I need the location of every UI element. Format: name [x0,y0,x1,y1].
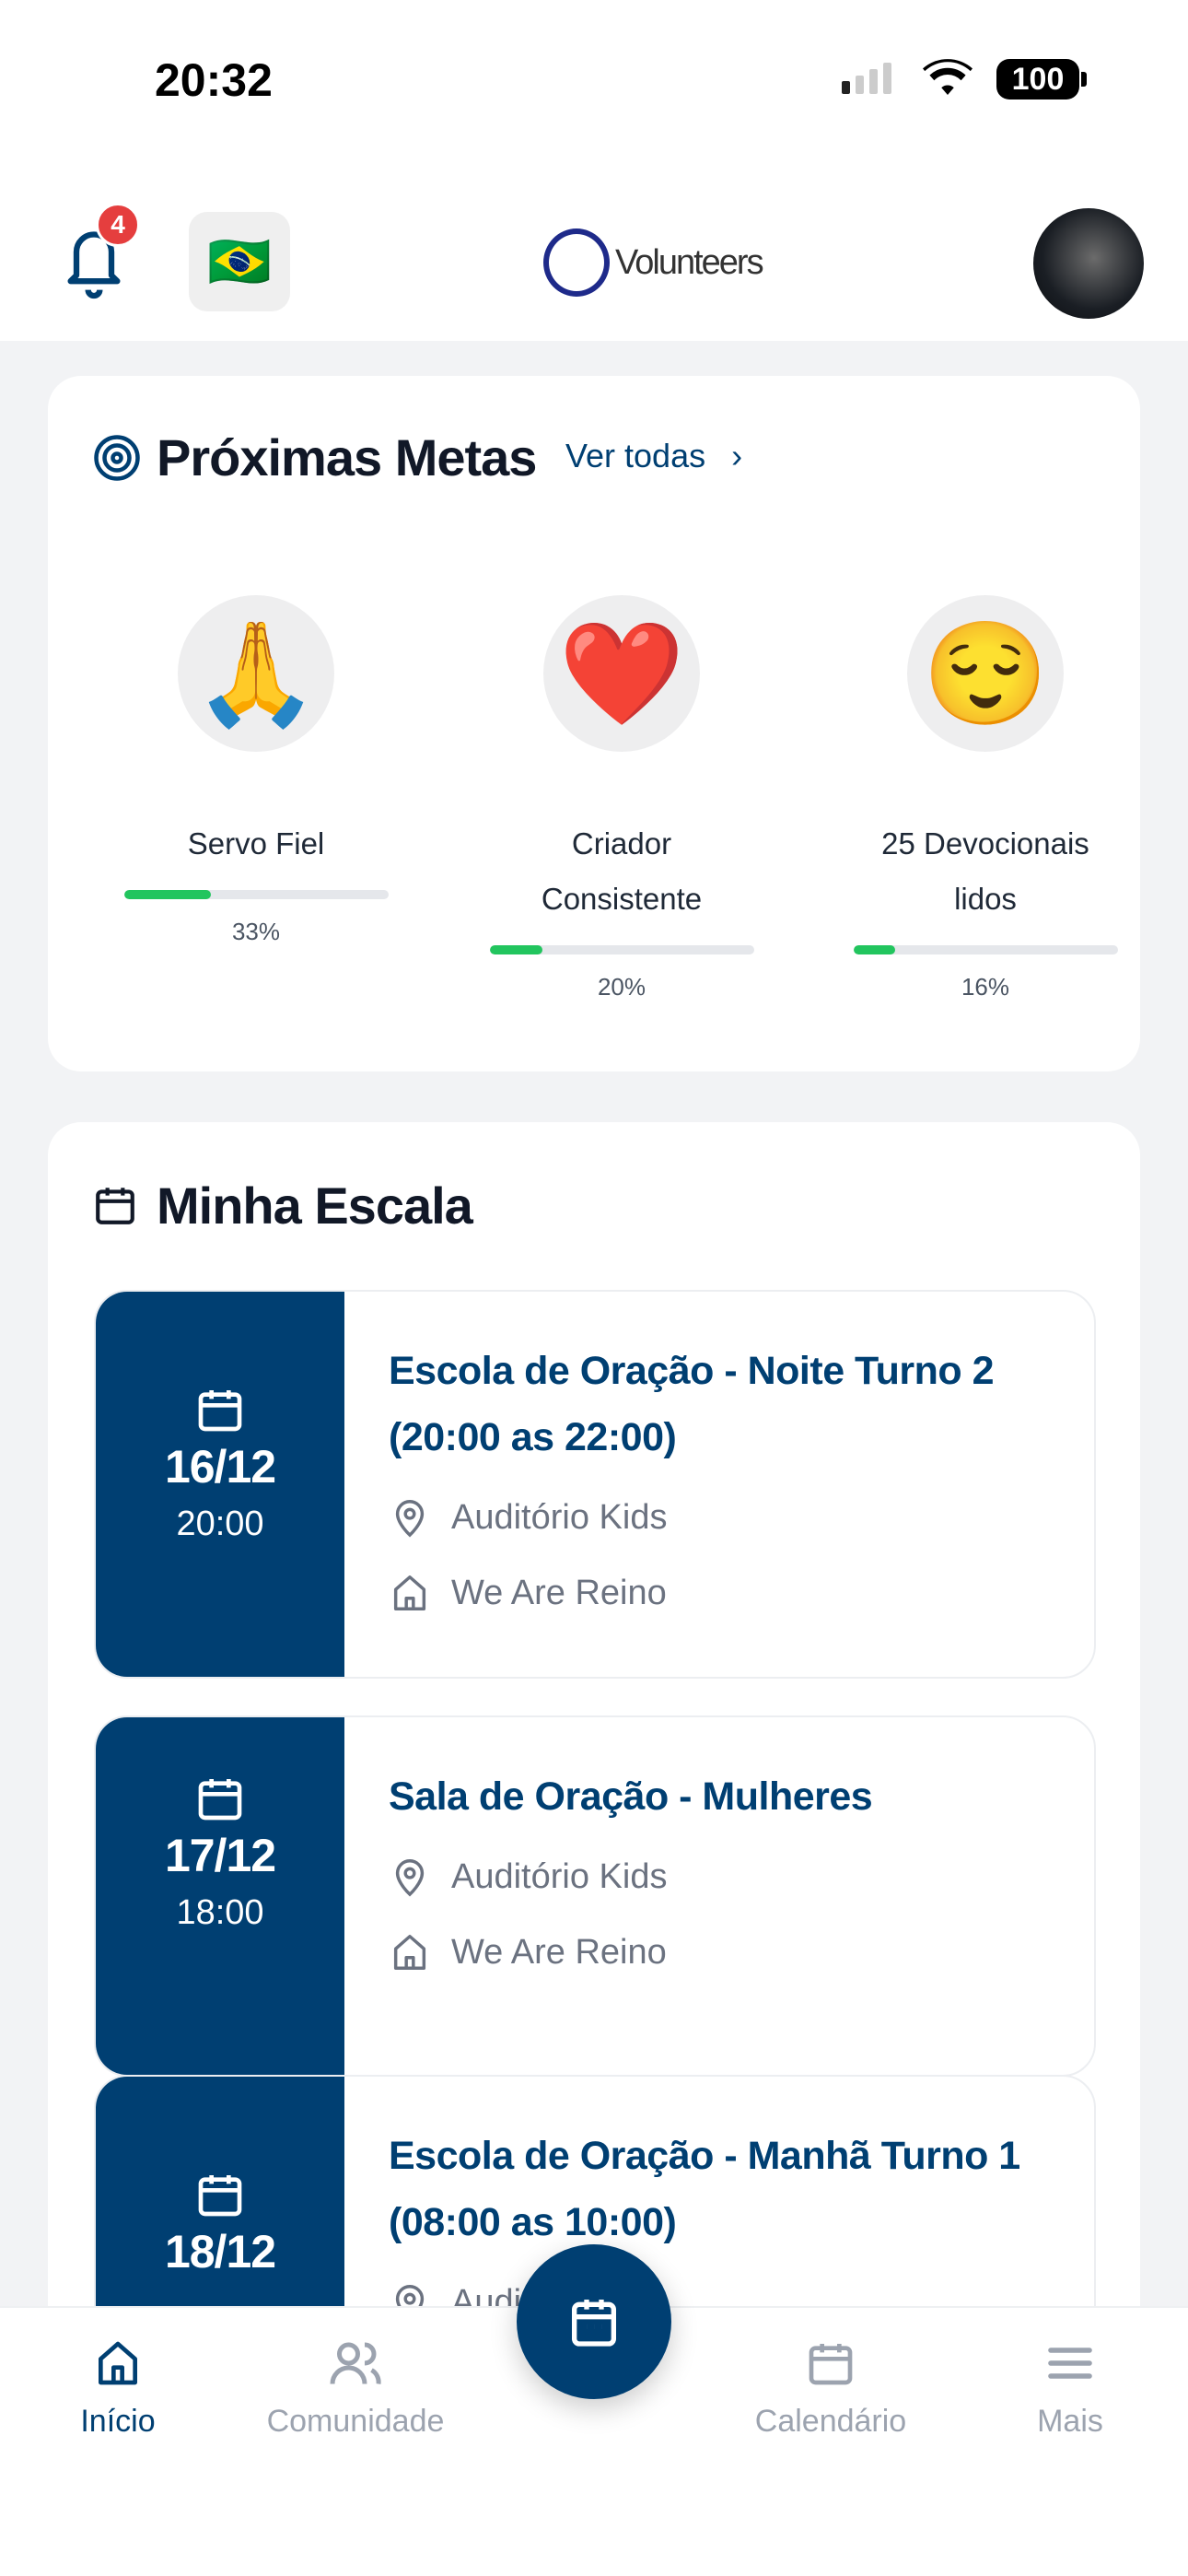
nav-comunidade[interactable]: Comunidade [254,2336,457,2440]
battery-cap [1081,72,1087,87]
church-text: We Are Reino [451,1932,667,1972]
church-icon [393,1575,426,1610]
chevron-right-icon: › [731,437,743,474]
language-selector[interactable]: 🇧🇷 [189,212,290,311]
schedule-time: 20:00 [176,1505,264,1543]
schedule-date-block: 16/12 20:00 [96,1292,344,1677]
location-text: Auditório Kids [451,1856,668,1896]
schedule-location: Auditório Kids [389,1487,1066,1548]
church-icon [393,1935,426,1970]
calendar-icon [572,2300,616,2347]
notification-badge: 4 [96,203,140,247]
goal-label: Servo Fiel [187,826,325,861]
goal-label: Criador Consistente [541,826,703,916]
schedule-church: We Are Reino [389,1922,1066,1983]
battery-indicator: 100 [996,59,1079,100]
schedule-date: 17/12 [164,1830,276,1881]
goal-percent: 20% [597,973,646,1001]
schedule-time: 18:00 [176,1893,264,1932]
schedule-fab-button[interactable] [517,2244,671,2399]
goal-percent: 33% [231,918,281,945]
menu-icon [1048,2348,1092,2379]
goal-progress-bar [123,890,389,899]
calendar-icon [809,2344,853,2385]
logo-text: Volunteers [615,242,764,282]
home-icon [99,2341,138,2385]
goal-item[interactable]: 🙏 Servo Fiel 33% [99,595,413,946]
nav-label: Início [80,2404,156,2439]
volunteers-logo: Volunteers [543,228,764,297]
location-pin-icon [395,1859,425,1897]
goal-badge-image: ❤️ [543,595,700,752]
goal-progress-bar [489,945,754,954]
nav-mais[interactable]: Mais [969,2336,1171,2440]
church-text: We Are Reino [451,1573,667,1612]
brazil-flag-icon: 🇧🇷 [207,232,272,290]
nav-inicio[interactable]: Início [17,2336,219,2440]
calendar-icon [198,2175,242,2217]
location-text: Auditório Kids [451,1497,668,1537]
schedule-item[interactable]: 16/12 20:00 Escola de Oração - Noite Tur… [94,1290,1096,1679]
see-all-label: Ver todas [565,437,706,474]
app-header: 4 🇧🇷 Volunteers [0,147,1188,341]
schedule-church: We Are Reino [389,1563,1066,1623]
status-time: 20:32 [155,54,273,106]
signal-icon [842,63,891,94]
schedule-location: Auditório Kids [389,1846,1066,1907]
schedule-date: 18/12 [164,2226,276,2277]
goals-card: Próximas Metas Ver todas › 🙏 Servo Fiel 3… [48,376,1140,1071]
schedule-date: 16/12 [164,1441,276,1493]
user-avatar[interactable] [1033,208,1144,319]
calendar-icon [96,1188,134,1224]
schedule-item[interactable]: 17/12 18:00 Sala de Oração - Mulheres Au… [94,1715,1096,2077]
see-all-goals-link[interactable]: Ver todas › [565,437,742,475]
nav-calendario[interactable]: Calendário [729,2336,932,2440]
goal-badge-image: 🙏 [178,595,334,752]
goal-label: 25 Devocionais lidos [881,826,1089,916]
notifications-button[interactable]: 4 [59,203,140,305]
schedule-title: Minha Escala [157,1177,473,1235]
nav-label: Mais [1037,2404,1103,2439]
logo-ring-icon [543,228,610,297]
target-icon [94,435,140,481]
goal-percent: 16% [961,973,1010,1001]
goal-progress-bar [853,945,1118,954]
schedule-title: Escola de Oração - Manhã Turno 1 (08:00 … [389,2134,1020,2244]
location-pin-icon [395,1500,425,1538]
nav-label: Comunidade [266,2404,445,2439]
wifi-icon [923,59,973,95]
calendar-icon [198,1779,242,1821]
goals-title: Próximas Metas [157,428,537,486]
goal-item[interactable]: ❤️ Criador Consistente 20% [465,595,778,1001]
goal-item[interactable]: 😌 25 Devocionais lidos 16% [829,595,1142,1001]
goal-badge-image: 😌 [907,595,1064,752]
schedule-title: Escola de Oração - Noite Turno 2 (20:00 … [389,1349,995,1459]
calendar-icon [198,1390,242,1432]
schedule-date-block: 17/12 18:00 [96,1717,344,2075]
users-icon [330,2342,381,2384]
schedule-title: Sala de Oração - Mulheres [389,1774,873,1819]
nav-label: Calendário [754,2404,907,2439]
